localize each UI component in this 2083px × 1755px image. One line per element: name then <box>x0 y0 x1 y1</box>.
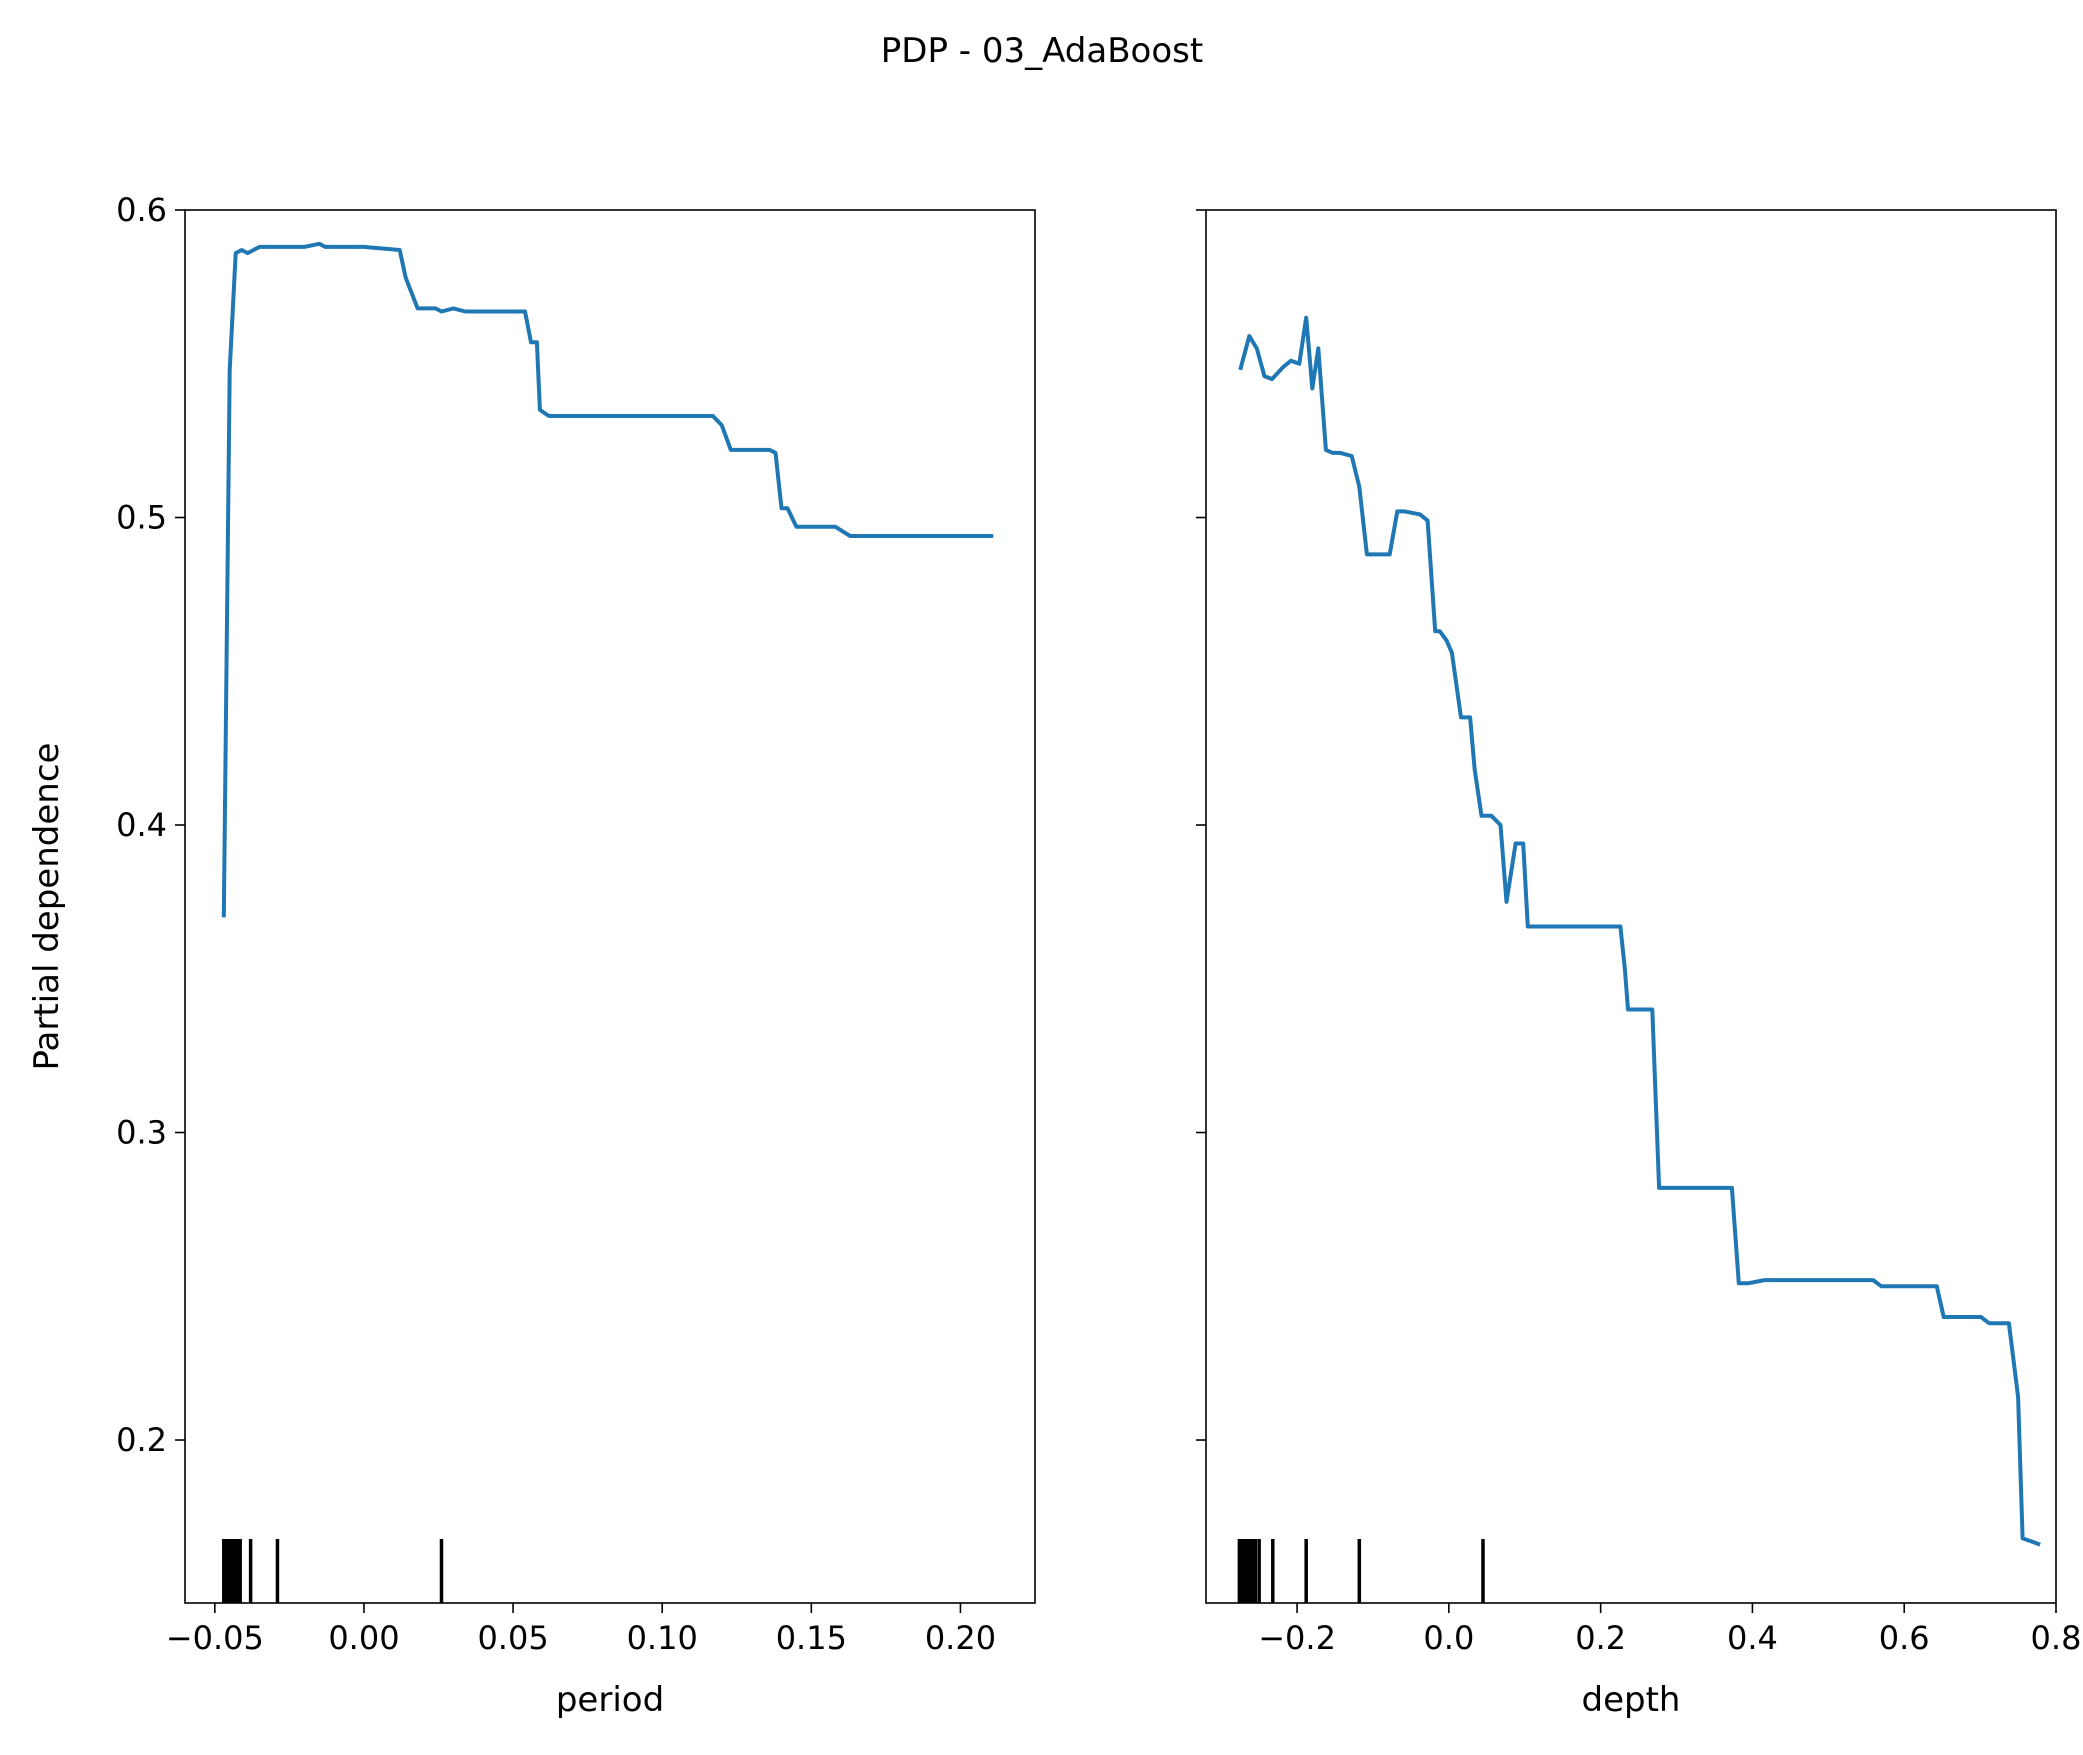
figure-title: PDP - 03_AdaBoost <box>881 31 1203 71</box>
y-axis-label: Partial dependence <box>27 743 67 1071</box>
panel-depth: −0.2 0.0 0.2 0.4 0.6 0.8 depth <box>1196 209 2082 1720</box>
y-tick-label: 0.4 <box>116 806 167 844</box>
x-tick-label: 0.10 <box>627 1619 698 1657</box>
x-tick-label: 0.00 <box>328 1619 399 1657</box>
pd-line <box>221 241 994 918</box>
y-tick-label: 0.3 <box>116 1114 167 1152</box>
y-tick-label: 0.5 <box>116 499 167 537</box>
x-axis-label: depth <box>1582 1680 1681 1720</box>
x-tick-label: 0.05 <box>477 1619 548 1657</box>
panel-period: −0.05 0.00 0.05 0.10 0.15 0.20 0.2 0.3 0.4 0.5 0.6… <box>27 191 1036 1720</box>
x-tick-label: −0.05 <box>166 1619 264 1657</box>
x-tick-label: 0.8 <box>2031 1619 2082 1657</box>
pd-line <box>1238 315 2041 1547</box>
x-axis-label: period <box>556 1680 664 1720</box>
x-tick-label: −0.2 <box>1258 1619 1336 1657</box>
axes-frame <box>184 209 1036 1604</box>
y-tick-label: 0.2 <box>116 1421 167 1459</box>
x-tick-label: 0.6 <box>1879 1619 1930 1657</box>
x-tick-label: 0.2 <box>1575 1619 1626 1657</box>
x-tick-label: 0.4 <box>1727 1619 1778 1657</box>
x-tick-label: 0.15 <box>776 1619 847 1657</box>
x-tick-label: 0.20 <box>925 1619 996 1657</box>
y-tick-label: 0.6 <box>116 191 167 229</box>
axes-frame <box>1205 209 2057 1604</box>
x-tick-label: 0.0 <box>1423 1619 1474 1657</box>
